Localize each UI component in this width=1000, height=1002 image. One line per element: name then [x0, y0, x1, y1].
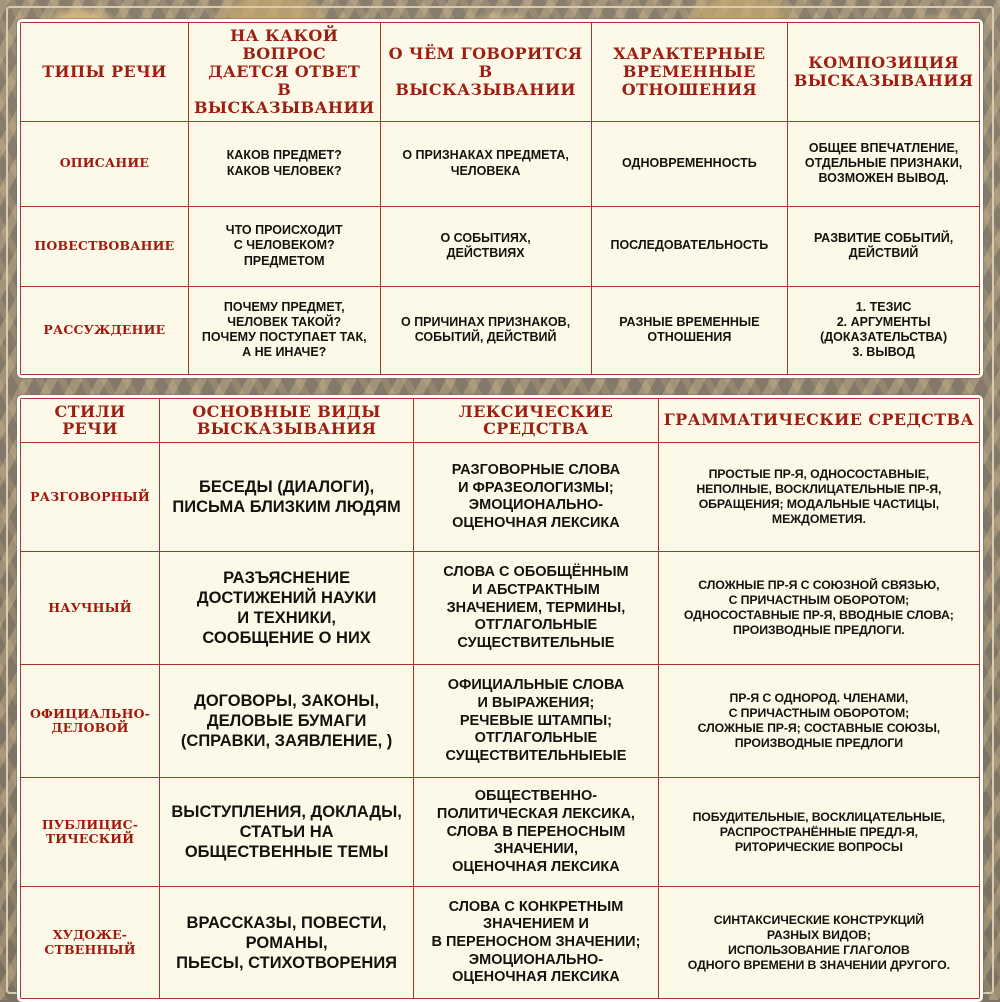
table-row: НАУЧНЫЙ РАЗЪЯСНЕНИЕ ДОСТИЖЕНИЙ НАУКИ И Т… [20, 551, 980, 666]
cell-razgovornyy-lexical: РАЗГОВОРНЫЕ СЛОВА И ФРАЗЕОЛОГИЗМЫ; ЭМОЦИ… [413, 442, 659, 553]
row-label-publitsisticheskiy: ПУБЛИЦИС- ТИЧЕСКИЙ [20, 777, 161, 888]
cell-nauchnyy-lexical: СЛОВА С ОБОБЩЁННЫМ И АБСТРАКТНЫМ ЗНАЧЕНИ… [413, 551, 659, 666]
cell-razgovornyy-grammar: ПРОСТЫЕ ПР-Я, ОДНОСОСТАВНЫЕ, НЕПОЛНЫЕ, В… [657, 442, 980, 553]
cell-khudozhestvennyy-grammar: СИНТАКСИЧЕСКИЕ КОНСТРУКЦИЙ РАЗНЫХ ВИДОВ;… [657, 886, 980, 1000]
header-cell-kinds: ОСНОВНЫЕ ВИДЫ ВЫСКАЗЫВАНИЯ [159, 397, 415, 444]
header-cell-about: О ЧЁМ ГОВОРИТСЯ В ВЫСКАЗЫВАНИИ [379, 22, 592, 122]
header-cell-styles: СТИЛИ РЕЧИ [20, 397, 161, 444]
cell-rassuzhdenie-composition: 1. ТЕЗИС 2. АРГУМЕНТЫ (ДОКАЗАТЕЛЬСТВА) 3… [787, 285, 980, 375]
row-label-nauchnyy: НАУЧНЫЙ [20, 551, 161, 666]
cell-publitsisticheskiy-grammar: ПОБУДИТЕЛЬНЫЕ, ВОСКЛИЦАТЕЛЬНЫЕ, РАСПРОСТ… [657, 777, 980, 888]
cell-rassuzhdenie-about: О ПРИЧИНАХ ПРИЗНАКОВ, СОБЫТИЙ, ДЕЙСТВИЙ [379, 285, 592, 375]
row-label-povestvovanie: ПОВЕСТВОВАНИЕ [20, 205, 189, 287]
cell-nauchnyy-grammar: СЛОЖНЫЕ ПР-Я С СОЮЗНОЙ СВЯЗЬЮ, С ПРИЧАСТ… [657, 551, 980, 666]
table-row: РАССУЖДЕНИЕ ПОЧЕМУ ПРЕДМЕТ, ЧЕЛОВЕК ТАКО… [20, 285, 980, 375]
cell-rassuzhdenie-time: РАЗНЫЕ ВРЕМЕННЫЕ ОТНОШЕНИЯ [590, 285, 789, 375]
cell-rassuzhdenie-question: ПОЧЕМУ ПРЕДМЕТ, ЧЕЛОВЕК ТАКОЙ? ПОЧЕМУ ПО… [187, 285, 381, 375]
types-of-speech-panel: ТИПЫ РЕЧИ НА КАКОЙ ВОПРОС ДАЕТСЯ ОТВЕТ В… [17, 19, 983, 378]
cell-ofitsialno-delovoy-kinds: ДОГОВОРЫ, ЗАКОНЫ, ДЕЛОВЫЕ БУМАГИ (СПРАВК… [159, 664, 415, 779]
cell-povestvovanie-time: ПОСЛЕДОВАТЕЛЬНОСТЬ [590, 205, 789, 287]
table-row: ОФИЦИАЛЬНО- ДЕЛОВОЙ ДОГОВОРЫ, ЗАКОНЫ, ДЕ… [20, 664, 980, 779]
header-cell-grammar: ГРАММАТИЧЕСКИЕ СРЕДСТВА [657, 397, 980, 444]
cell-povestvovanie-question: ЧТО ПРОИСХОДИТ С ЧЕЛОВЕКОМ? ПРЕДМЕТОМ [187, 205, 381, 287]
table-header-row: ТИПЫ РЕЧИ НА КАКОЙ ВОПРОС ДАЕТСЯ ОТВЕТ В… [20, 22, 980, 122]
table-row: ОПИСАНИЕ КАКОВ ПРЕДМЕТ? КАКОВ ЧЕЛОВЕК? О… [20, 120, 980, 207]
cell-khudozhestvennyy-kinds: ВРАССКАЗЫ, ПОВЕСТИ, РОМАНЫ, ПЬЕСЫ, СТИХО… [159, 886, 415, 1000]
table-row: ХУДОЖЕ- СТВЕННЫЙ ВРАССКАЗЫ, ПОВЕСТИ, РОМ… [20, 886, 980, 1000]
cell-povestvovanie-about: О СОБЫТИЯХ, ДЕЙСТВИЯХ [379, 205, 592, 287]
cell-ofitsialno-delovoy-lexical: ОФИЦИАЛЬНЫЕ СЛОВА И ВЫРАЖЕНИЯ; РЕЧЕВЫЕ Ш… [413, 664, 659, 779]
types-of-speech-table: ТИПЫ РЕЧИ НА КАКОЙ ВОПРОС ДАЕТСЯ ОТВЕТ В… [20, 22, 980, 375]
row-label-razgovornyy: РАЗГОВОРНЫЙ [20, 442, 161, 553]
cell-opisanie-time: ОДНОВРЕМЕННОСТЬ [590, 120, 789, 207]
cell-nauchnyy-kinds: РАЗЪЯСНЕНИЕ ДОСТИЖЕНИЙ НАУКИ И ТЕХНИКИ, … [159, 551, 415, 666]
cell-opisanie-composition: ОБЩЕЕ ВПЕЧАТЛЕНИЕ, ОТДЕЛЬНЫЕ ПРИЗНАКИ, В… [787, 120, 980, 207]
table-row: РАЗГОВОРНЫЙ БЕСЕДЫ (ДИАЛОГИ), ПИСЬМА БЛИ… [20, 442, 980, 553]
row-label-khudozhestvennyy: ХУДОЖЕ- СТВЕННЫЙ [20, 886, 161, 1000]
cell-razgovornyy-kinds: БЕСЕДЫ (ДИАЛОГИ), ПИСЬМА БЛИЗКИМ ЛЮДЯМ [159, 442, 415, 553]
header-cell-composition: КОМПОЗИЦИЯ ВЫСКАЗЫВАНИЯ [787, 22, 980, 122]
header-cell-time: ХАРАКТЕРНЫЕ ВРЕМЕННЫЕ ОТНОШЕНИЯ [590, 22, 789, 122]
table-header-row: СТИЛИ РЕЧИ ОСНОВНЫЕ ВИДЫ ВЫСКАЗЫВАНИЯ ЛЕ… [20, 397, 980, 444]
table-row: ПОВЕСТВОВАНИЕ ЧТО ПРОИСХОДИТ С ЧЕЛОВЕКОМ… [20, 205, 980, 287]
cell-ofitsialno-delovoy-grammar: ПР-Я С ОДНОРОД. ЧЛЕНАМИ, С ПРИЧАСТНЫМ ОБ… [657, 664, 980, 779]
row-label-rassuzhdenie: РАССУЖДЕНИЕ [20, 285, 189, 375]
header-cell-question: НА КАКОЙ ВОПРОС ДАЕТСЯ ОТВЕТ В ВЫСКАЗЫВА… [187, 22, 381, 122]
styles-of-speech-panel: СТИЛИ РЕЧИ ОСНОВНЫЕ ВИДЫ ВЫСКАЗЫВАНИЯ ЛЕ… [17, 394, 983, 1002]
header-cell-types: ТИПЫ РЕЧИ [20, 22, 189, 122]
styles-of-speech-table: СТИЛИ РЕЧИ ОСНОВНЫЕ ВИДЫ ВЫСКАЗЫВАНИЯ ЛЕ… [20, 397, 980, 1000]
row-label-opisanie: ОПИСАНИЕ [20, 120, 189, 207]
cell-publitsisticheskiy-lexical: ОБЩЕСТВЕННО- ПОЛИТИЧЕСКАЯ ЛЕКСИКА, СЛОВА… [413, 777, 659, 888]
cell-opisanie-about: О ПРИЗНАКАХ ПРЕДМЕТА, ЧЕЛОВЕКА [379, 120, 592, 207]
table-row: ПУБЛИЦИС- ТИЧЕСКИЙ ВЫСТУПЛЕНИЯ, ДОКЛАДЫ,… [20, 777, 980, 888]
cell-khudozhestvennyy-lexical: СЛОВА С КОНКРЕТНЫМ ЗНАЧЕНИЕМ И В ПЕРЕНОС… [413, 886, 659, 1000]
cell-povestvovanie-composition: РАЗВИТИЕ СОБЫТИЙ, ДЕЙСТВИЙ [787, 205, 980, 287]
header-cell-lexical: ЛЕКСИЧЕСКИЕ СРЕДСТВА [413, 397, 659, 444]
cell-publitsisticheskiy-kinds: ВЫСТУПЛЕНИЯ, ДОКЛАДЫ, СТАТЬИ НА ОБЩЕСТВЕ… [159, 777, 415, 888]
cell-opisanie-question: КАКОВ ПРЕДМЕТ? КАКОВ ЧЕЛОВЕК? [187, 120, 381, 207]
row-label-ofitsialno-delovoy: ОФИЦИАЛЬНО- ДЕЛОВОЙ [20, 664, 161, 779]
